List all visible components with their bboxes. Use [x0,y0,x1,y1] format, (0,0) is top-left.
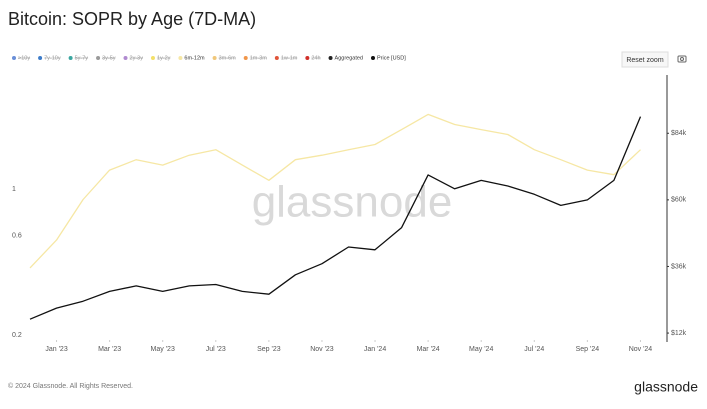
y-tick-label: 0.6 [12,232,22,239]
y-tick-label: 1 [12,186,16,193]
legend-item[interactable]: 7y-10y [38,55,61,61]
y2-tick-label: $84k [671,130,687,137]
legend-label[interactable]: 1w-1m [281,55,298,61]
legend-item[interactable]: 24h [305,55,321,61]
x-tick-label: Jan '24 [364,346,386,353]
x-tick-label: Mar '23 [98,346,121,353]
x-tick-label: Jul '23 [206,346,226,353]
x-tick-label: Nov '24 [629,346,653,353]
legend-item[interactable]: 1m-3m [243,55,268,61]
legend-item[interactable]: 1y-2y [150,55,171,61]
legend-item[interactable]: 2y-3y [123,55,144,61]
camera-icon[interactable] [677,55,687,63]
legend-label[interactable]: 3m-6m [219,55,237,61]
watermark: glassnode [252,178,453,227]
legend-item[interactable]: 5y-7y [68,55,89,61]
camera-body[interactable] [677,55,687,63]
legend-item[interactable]: >10y [12,55,30,61]
legend-label[interactable]: 7y-10y [44,55,61,61]
legend-label[interactable]: 3y-5y [102,55,116,61]
legend-item[interactable]: 6m-12m [178,55,205,61]
legend-item[interactable]: 1w-1m [274,55,298,61]
legend-swatch[interactable] [68,56,73,60]
x-tick-label: Jan '23 [45,346,67,353]
legend-item[interactable]: 3y-5y [96,55,116,61]
series-line [29,116,642,320]
legend-label[interactable]: 2y-3y [130,55,144,61]
legend-swatch[interactable] [12,56,16,60]
footer: © 2024 Glassnode. All Rights Reserved. [8,382,133,390]
legend-item[interactable]: 3m-6m [212,55,237,61]
legend-label[interactable]: >10y [18,55,30,61]
y-tick-label: 0.2 [12,332,22,339]
legend-swatch[interactable] [328,56,333,60]
chart-title: Bitcoin: SOPR by Age (7D-MA) [8,9,256,29]
legend-swatch[interactable] [96,56,101,60]
legend-label[interactable]: 5y-7y [75,55,89,61]
x-tick-label: May '23 [151,346,175,353]
x-tick-label: May '24 [469,346,493,353]
x-tick-label: Sep '24 [576,346,600,353]
legend-label[interactable]: 1m-3m [250,55,268,61]
camera-lens[interactable] [680,57,684,61]
legend-swatch[interactable] [305,56,310,60]
legend-item[interactable]: Price [USD] [371,55,406,61]
legend-swatch[interactable] [150,56,155,60]
x-tick-label: Jul '24 [524,346,544,353]
legend-label[interactable]: 1y-2y [157,55,171,61]
y2-tick-label: $12k [671,330,687,337]
series-line [29,113,641,269]
legend-label[interactable]: 6m-12m [184,55,205,61]
x-tick-label: Mar '24 [417,346,440,353]
legend-swatch[interactable] [38,56,43,60]
legend-swatch[interactable] [371,56,375,60]
y2-tick-label: $36k [671,263,687,270]
brand: glassnode [634,379,698,395]
legend-label[interactable]: 24h [311,55,320,61]
legend-swatch[interactable] [274,56,279,60]
x-tick-label: Sep '23 [257,346,281,353]
legend-swatch[interactable] [123,56,128,60]
legend-swatch[interactable] [243,56,248,60]
button-box[interactable] [621,51,669,68]
legend-swatch[interactable] [212,56,217,60]
y2-tick-label: $60k [671,197,687,204]
legend-label[interactable]: Aggregated [335,55,363,61]
button-label[interactable]: Reset zoom [626,57,664,64]
legend-swatch[interactable] [178,56,183,60]
legend-label[interactable]: Price [USD] [377,55,406,61]
legend-item[interactable]: Aggregated [328,55,363,61]
reset-zoom-button[interactable]: Reset zoom [621,51,669,68]
x-tick-label: Nov '23 [310,346,334,353]
